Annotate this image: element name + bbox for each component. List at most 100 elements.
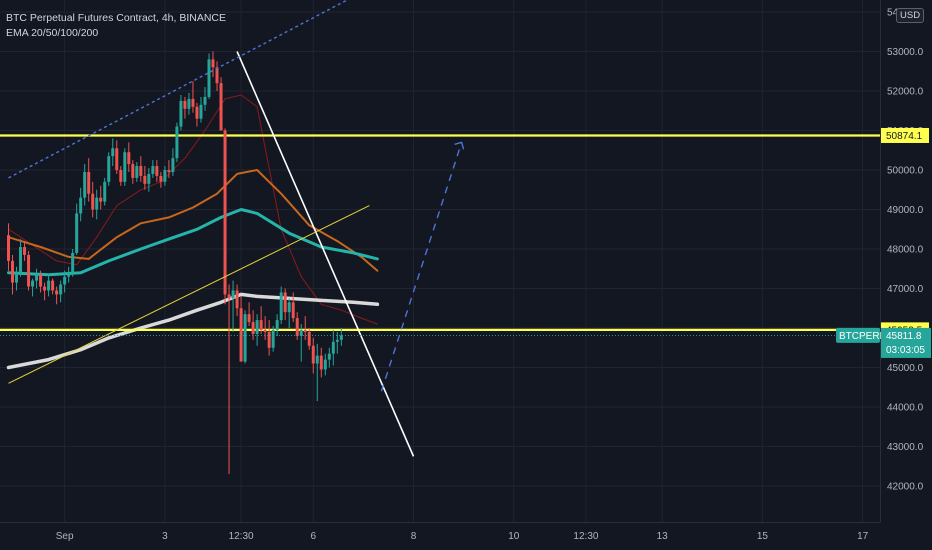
candle [215, 61, 219, 91]
candle [27, 250, 31, 291]
candle-body [287, 302, 291, 313]
time-tick-label: 12:30 [573, 531, 598, 542]
price-tick-label: 47000.0 [887, 284, 924, 295]
candle [147, 168, 151, 192]
candle-body [171, 158, 175, 172]
candle-body [271, 329, 275, 348]
candle-body [39, 274, 43, 287]
candle-body [263, 329, 267, 332]
candle-body [47, 280, 51, 291]
candle-body [311, 345, 315, 364]
candle-body [127, 152, 131, 165]
candle-body [327, 353, 331, 360]
candle-body [239, 308, 243, 362]
price-tick-label: 42000.0 [887, 482, 924, 493]
candle [87, 158, 91, 202]
time-axis[interactable]: Sep 3 12:30 6 8 10 12:30 13 15 17 [0, 522, 880, 550]
countdown-text: 03:03:05 [886, 345, 925, 356]
time-tick-label: 15 [757, 531, 769, 542]
candle-body [31, 280, 35, 287]
candle [287, 298, 291, 328]
candle [51, 278, 55, 295]
time-tick-label: Sep [56, 531, 74, 542]
candle [311, 337, 315, 374]
candle [179, 94, 183, 131]
candle [243, 310, 247, 364]
price-tick-label: 53000.0 [887, 47, 924, 58]
candle-body [183, 100, 187, 109]
candle [75, 203, 79, 255]
price-axis[interactable]: 42000.043000.044000.045000.046000.047000… [880, 0, 932, 550]
candle [175, 122, 179, 163]
candle-body [247, 314, 251, 323]
candlestick-series [7, 51, 343, 475]
candle [247, 302, 251, 327]
candle-body [275, 320, 279, 330]
candle [23, 241, 27, 261]
candle [255, 314, 259, 346]
symbol-tag [836, 327, 880, 343]
candle-body [231, 290, 235, 299]
candle-body [279, 292, 283, 321]
indicator-label[interactable]: EMA 20/50/100/200 [6, 27, 99, 39]
candle [31, 278, 35, 297]
price-tick-label: 49000.0 [887, 205, 924, 216]
candle-body [295, 318, 299, 336]
candle [299, 324, 303, 362]
candle [335, 331, 339, 354]
candle-body [63, 276, 67, 285]
candle [15, 266, 19, 291]
candle-body [7, 235, 10, 261]
symbol-title[interactable]: BTC Perpetual Futures Contract, 4h, BINA… [6, 12, 227, 24]
candle [19, 239, 23, 277]
candle-body [27, 254, 31, 287]
candle [115, 140, 119, 174]
candle [231, 280, 235, 332]
trend-lines[interactable] [8, 0, 465, 457]
horizontal-levels[interactable] [0, 134, 880, 331]
candle-body [315, 355, 319, 364]
chart-grid [0, 0, 880, 522]
candle-body [147, 173, 151, 184]
candle [203, 87, 207, 111]
candle [119, 166, 123, 186]
candle-body [103, 181, 107, 202]
price-tick-label: 52000.0 [887, 87, 924, 98]
arrow-head [454, 141, 465, 150]
candle-body [151, 166, 155, 174]
candle-body [283, 292, 287, 313]
candle-body [211, 59, 215, 68]
candle-body [219, 83, 223, 131]
candle-body [159, 175, 163, 182]
candle [235, 284, 239, 317]
candle [267, 320, 271, 356]
candle-body [307, 331, 311, 346]
last-price-tag [881, 327, 931, 358]
candle [223, 128, 227, 305]
currency-button[interactable]: USD [896, 8, 925, 23]
candle-body [223, 130, 227, 295]
candle [207, 53, 211, 99]
candle-body [323, 359, 327, 370]
candle-body [163, 170, 167, 182]
time-tick-label: 17 [857, 531, 869, 542]
candle-body [123, 152, 127, 182]
candle [303, 316, 307, 340]
candle-body [267, 331, 271, 348]
candle [135, 162, 139, 182]
candle [211, 51, 215, 78]
candle [163, 166, 167, 186]
ema-line-4 [6, 292, 380, 370]
candle [103, 177, 107, 206]
price-axis-background [880, 0, 932, 550]
candle [143, 166, 147, 190]
price-tick-label: 43000.0 [887, 442, 924, 453]
candle [167, 160, 171, 178]
trend-line [8, 205, 370, 384]
time-tick-label: 10 [508, 531, 520, 542]
candle-body [15, 272, 19, 283]
price-tick-label: 44000.0 [887, 403, 924, 414]
candle [99, 185, 103, 210]
candle-body [91, 193, 95, 210]
